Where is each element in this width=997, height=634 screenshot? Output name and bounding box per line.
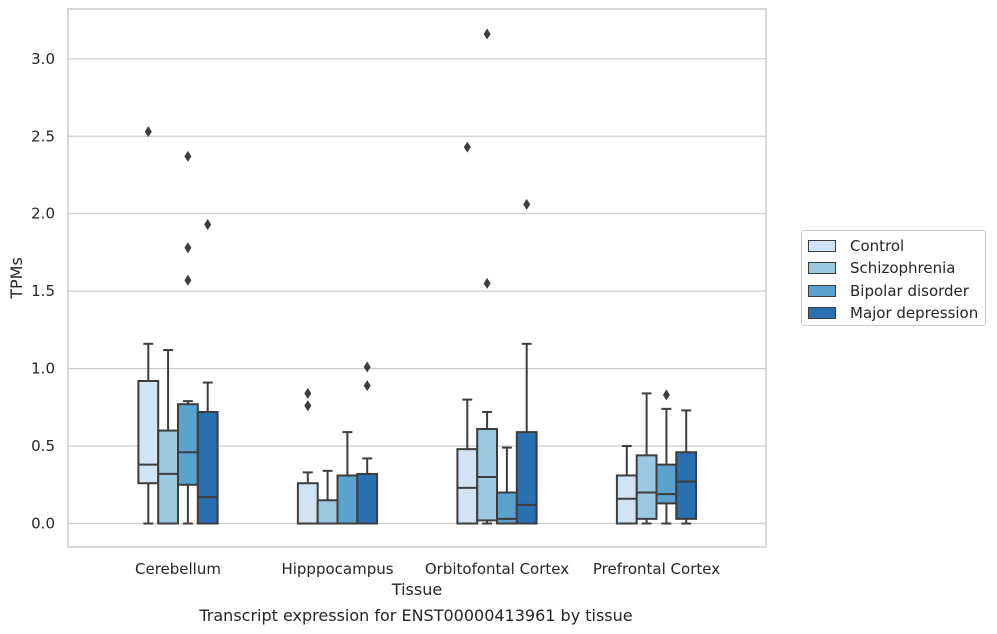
y-tick-label: 1.0 xyxy=(31,360,55,378)
box-body xyxy=(635,454,658,520)
x-axis-label: Tissue xyxy=(391,580,442,599)
box-3-2 xyxy=(515,198,538,525)
box-body xyxy=(356,472,379,525)
outlier-marker xyxy=(483,277,491,289)
y-tick-label: 2.0 xyxy=(31,205,55,223)
legend-label-schizophrenia: Schizophrenia xyxy=(850,259,956,277)
box-2-3 xyxy=(655,389,678,525)
y-tick-label: 0.0 xyxy=(31,515,55,533)
outlier-marker xyxy=(184,242,192,254)
legend-item-bipolar-disorder: Bipolar disorder xyxy=(808,282,969,300)
chart-caption: Transcript expression for ENST0000041396… xyxy=(199,606,633,625)
x-tick-label: Orbitofontal Cortex xyxy=(425,560,569,578)
legend-label-control: Control xyxy=(850,237,905,255)
legend-swatch-bipolar-disorder xyxy=(808,285,836,297)
plot-frame xyxy=(67,8,767,548)
x-tick-label: Hipppocampus xyxy=(281,560,393,578)
outlier-marker xyxy=(463,141,471,153)
outlier-marker xyxy=(304,400,312,412)
box-body xyxy=(675,451,698,520)
box-body xyxy=(515,431,538,525)
legend-item-schizophrenia: Schizophrenia xyxy=(808,259,955,277)
box-body xyxy=(196,410,219,525)
legend: Control Schizophrenia Bipolar disorder M… xyxy=(801,230,986,326)
outlier-marker xyxy=(523,198,531,210)
box-body xyxy=(456,448,479,525)
box-body xyxy=(336,474,359,525)
legend-label-major-depression: Major depression xyxy=(850,304,979,322)
y-axis-label: TPMs xyxy=(7,257,26,300)
box-1-2 xyxy=(476,28,499,525)
legend-swatch-major-depression xyxy=(808,307,836,319)
x-tick-label: Prefrontal Cortex xyxy=(593,560,720,578)
box-body xyxy=(316,499,339,525)
y-tick-label: 2.5 xyxy=(31,127,55,145)
box-body xyxy=(476,428,499,522)
box-body xyxy=(157,429,179,525)
box-body xyxy=(655,463,678,505)
outlier-marker xyxy=(363,361,371,373)
legend-swatch-control xyxy=(808,240,836,252)
y-tick-label: 0.5 xyxy=(31,437,55,455)
legend-label-bipolar-disorder: Bipolar disorder xyxy=(850,282,969,300)
outlier-marker xyxy=(184,150,192,162)
outlier-marker xyxy=(363,380,371,392)
y-tick-label: 3.0 xyxy=(31,50,55,68)
outlier-marker xyxy=(144,126,152,138)
box-3-3 xyxy=(675,409,698,525)
legend-item-control: Control xyxy=(808,237,904,255)
outlier-marker xyxy=(483,28,491,40)
box-2-2 xyxy=(496,446,518,525)
box-3-0 xyxy=(196,219,219,525)
y-tick-label: 1.5 xyxy=(31,282,55,300)
outlier-marker xyxy=(184,274,192,286)
box-body xyxy=(137,379,160,485)
outlier-marker xyxy=(204,219,212,231)
legend-item-major-depression: Major depression xyxy=(808,304,978,322)
x-tick-label: Cerebellum xyxy=(135,560,221,578)
box-3-1 xyxy=(356,361,379,525)
box-body xyxy=(296,482,319,525)
outlier-marker xyxy=(304,387,312,399)
legend-swatch-schizophrenia xyxy=(808,262,836,274)
box-0-1 xyxy=(296,387,319,525)
box-body xyxy=(177,403,199,486)
outlier-marker xyxy=(662,389,670,401)
